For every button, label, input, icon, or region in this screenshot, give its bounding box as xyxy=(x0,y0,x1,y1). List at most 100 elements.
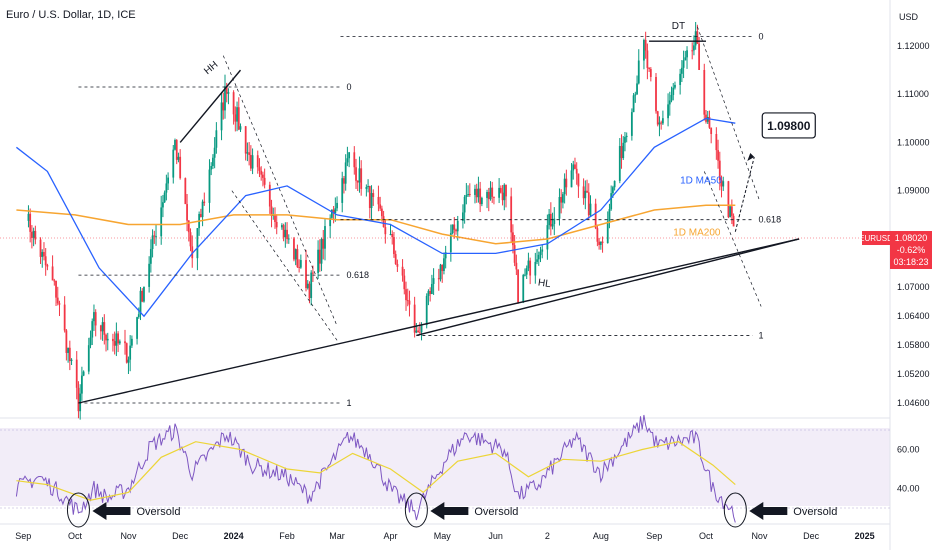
candle-body xyxy=(334,208,337,214)
candle-body xyxy=(234,114,237,122)
price-badge-countdown: 03:18:23 xyxy=(893,257,928,267)
candle-body xyxy=(258,167,261,171)
candle-body xyxy=(637,60,640,84)
candle-body xyxy=(694,31,697,46)
price-badge-change: -0.62% xyxy=(897,245,926,255)
time-tick-label: Dec xyxy=(172,531,189,541)
candle-body xyxy=(372,193,375,197)
ma50-label: 1D MA50 xyxy=(680,175,722,186)
candle-body xyxy=(548,213,551,226)
candle-body xyxy=(117,333,120,344)
fib-zero-label: 0 xyxy=(347,82,352,92)
currency-label: USD xyxy=(899,12,919,22)
candle-body xyxy=(429,290,432,294)
candle-body xyxy=(227,92,230,94)
price-tick-label: 1.10000 xyxy=(897,137,930,147)
candle-body xyxy=(322,238,325,249)
time-tick-label: Oct xyxy=(68,531,83,541)
candle-body xyxy=(151,235,154,249)
candle-body xyxy=(256,155,259,168)
candle-body xyxy=(329,217,332,227)
candle-body xyxy=(441,264,444,272)
time-tick-label: Nov xyxy=(751,531,768,541)
candle-body xyxy=(646,50,649,68)
candle-body xyxy=(586,190,588,193)
price-tick-label: 1.07000 xyxy=(897,282,930,292)
candle-body xyxy=(706,116,709,122)
candle-body xyxy=(80,375,83,394)
candle-body xyxy=(512,232,514,246)
trendline-channel_2024_lower xyxy=(703,171,762,307)
candle-body xyxy=(318,249,321,264)
candle-body xyxy=(127,359,130,363)
candle-body xyxy=(475,188,478,198)
candle-body xyxy=(443,258,445,272)
candle-body xyxy=(599,241,602,245)
candle-body xyxy=(346,158,349,163)
fib-one-label: 1 xyxy=(759,330,764,340)
candle-body xyxy=(360,168,363,189)
candle-body xyxy=(643,39,645,61)
candle-body xyxy=(501,192,504,201)
candle-body xyxy=(129,345,132,360)
candle-body xyxy=(729,206,732,218)
candle-body xyxy=(312,272,314,274)
candle-body xyxy=(686,50,688,58)
price-tick-label: 1.11000 xyxy=(897,89,929,99)
candle-body xyxy=(624,137,626,143)
rsi-tick-label: 40.00 xyxy=(897,484,920,494)
candle-body xyxy=(27,213,30,221)
candle-body xyxy=(668,100,671,105)
candle-body xyxy=(575,168,578,174)
candle-body xyxy=(680,67,683,74)
target-callout xyxy=(761,112,816,139)
candle-body xyxy=(236,107,238,122)
candle-body xyxy=(674,84,676,88)
candle-body xyxy=(124,341,126,344)
candle-body xyxy=(620,146,623,159)
candle-body xyxy=(187,220,190,233)
candle-body xyxy=(577,173,580,187)
candle-body xyxy=(682,60,685,68)
candle-body xyxy=(634,94,637,96)
candle-body xyxy=(474,188,476,195)
candle-body xyxy=(730,206,733,216)
candle-body xyxy=(165,183,168,193)
candle-body xyxy=(370,193,373,209)
candle-body xyxy=(177,156,180,160)
candle-body xyxy=(260,170,263,175)
candle-body xyxy=(584,190,587,199)
candle-body xyxy=(106,338,109,341)
oversold-label: Oversold xyxy=(474,506,518,518)
candle-body xyxy=(63,304,66,331)
candle-body xyxy=(332,209,335,214)
candle-body xyxy=(413,304,416,333)
time-tick-label: Apr xyxy=(383,531,397,541)
candle-body xyxy=(679,73,682,85)
candle-body xyxy=(453,224,456,230)
candle-body xyxy=(417,330,419,333)
candle-body xyxy=(162,202,164,208)
candle-body xyxy=(270,206,273,216)
time-tick-label: 2024 xyxy=(224,531,244,541)
candle-body xyxy=(220,102,223,131)
oversold-circle xyxy=(404,492,428,528)
candle-body xyxy=(199,213,202,218)
candle-body xyxy=(196,228,199,259)
candle-body xyxy=(618,146,621,181)
ma50-line xyxy=(16,117,736,318)
candle-body xyxy=(684,57,687,61)
time-tick-label: Dec xyxy=(803,531,820,541)
candle-body xyxy=(56,297,59,304)
candle-body xyxy=(248,152,251,155)
candle-body xyxy=(648,67,651,70)
candle-body xyxy=(379,204,382,209)
candle-body xyxy=(208,169,211,203)
candle-body xyxy=(294,249,297,260)
candle-body xyxy=(65,330,68,353)
candle-body xyxy=(601,241,604,244)
candle-body xyxy=(403,275,406,290)
candle-body xyxy=(667,104,669,119)
candle-body xyxy=(491,187,494,197)
candle-body xyxy=(367,186,369,188)
